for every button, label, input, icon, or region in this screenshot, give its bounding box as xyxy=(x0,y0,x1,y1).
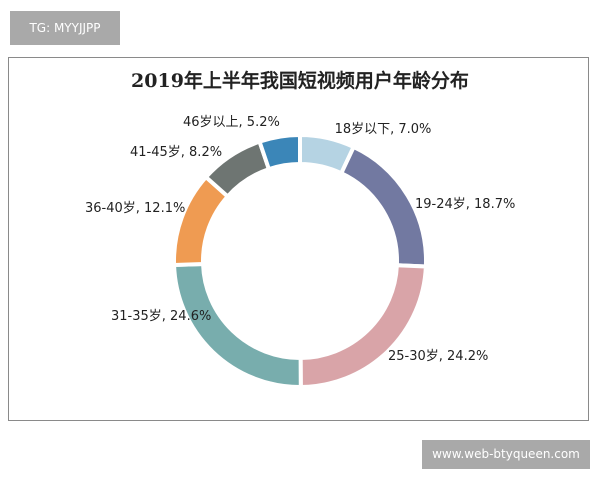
data-label: 36-40岁, 12.1% xyxy=(85,201,185,216)
donut-slice xyxy=(298,263,428,390)
data-label: 46岁以上, 5.2% xyxy=(183,115,280,130)
watermark: www.web-btyqueen.com xyxy=(422,440,590,469)
data-label: 19-24岁, 18.7% xyxy=(415,197,515,212)
tag-badge: TG: MYYJJPP xyxy=(10,11,120,45)
data-label: 31-35岁, 24.6% xyxy=(111,309,211,324)
data-label: 25-30岁, 24.2% xyxy=(388,349,488,364)
chart-frame xyxy=(8,57,589,421)
donut-slice xyxy=(257,132,302,172)
data-label: 41-45岁, 8.2% xyxy=(130,145,222,160)
data-label: 18岁以下, 7.0% xyxy=(335,122,432,137)
donut-slice xyxy=(338,144,428,269)
chart-title: 2019年上半年我国短视频用户年龄分布 xyxy=(131,70,469,92)
donut-slice xyxy=(171,261,303,389)
